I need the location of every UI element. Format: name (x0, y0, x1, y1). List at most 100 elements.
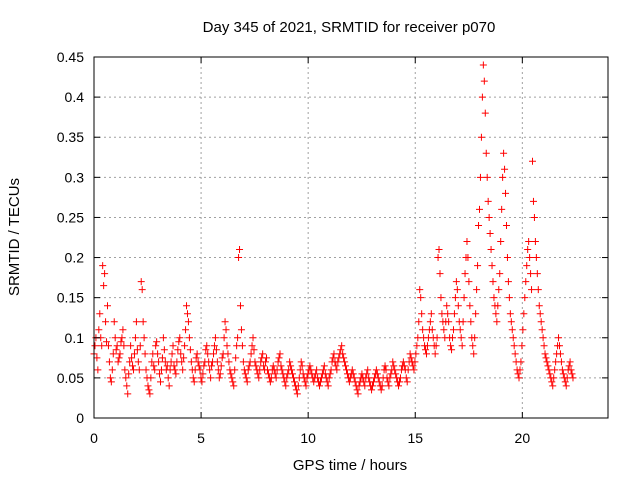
data-point (276, 350, 284, 358)
x-tick-label: 10 (300, 430, 316, 446)
data-point (496, 270, 504, 278)
data-point (115, 354, 123, 362)
data-point (297, 358, 305, 366)
data-point (186, 346, 194, 354)
data-point (509, 334, 517, 342)
data-point (529, 197, 537, 205)
data-point (183, 302, 191, 310)
data-point (449, 334, 457, 342)
data-point (236, 302, 244, 310)
data-point (232, 354, 240, 362)
data-point (466, 302, 474, 310)
data-point (450, 310, 458, 318)
data-point (144, 382, 152, 390)
data-point (492, 310, 500, 318)
data-point (266, 378, 274, 386)
data-point (110, 318, 118, 326)
data-point (340, 354, 348, 362)
data-point (148, 358, 156, 366)
data-point (122, 374, 130, 382)
data-point (334, 358, 342, 366)
data-point (510, 342, 518, 350)
data-point (427, 310, 435, 318)
data-point (131, 334, 139, 342)
data-point (434, 254, 442, 262)
data-point (301, 378, 309, 386)
data-point (476, 205, 483, 213)
data-point (448, 346, 456, 354)
data-point (416, 286, 424, 294)
data-point (130, 350, 138, 358)
data-point (103, 302, 111, 310)
data-point (557, 358, 565, 366)
data-point (259, 350, 267, 358)
data-point (111, 334, 119, 342)
data-point (121, 366, 129, 374)
data-point (163, 362, 171, 370)
data-point (254, 370, 262, 378)
data-point (419, 326, 427, 334)
data-point (481, 109, 489, 117)
data-point (152, 342, 160, 350)
data-point (433, 334, 441, 342)
data-point (294, 382, 302, 390)
data-point (287, 362, 295, 370)
data-point (165, 382, 173, 390)
data-point (323, 378, 331, 386)
data-point (249, 334, 257, 342)
data-point (155, 358, 163, 366)
data-point (263, 354, 271, 362)
data-point (260, 362, 268, 370)
data-point (454, 302, 462, 310)
data-point (316, 378, 324, 386)
data-point (333, 366, 341, 374)
data-point (95, 326, 103, 334)
data-point (104, 342, 112, 350)
data-point (234, 334, 242, 342)
data-point (160, 346, 168, 354)
data-point (390, 362, 398, 370)
data-point (339, 350, 347, 358)
data-point (223, 342, 231, 350)
data-point (474, 262, 482, 270)
data-point (271, 370, 279, 378)
data-point (142, 366, 150, 374)
data-point (485, 213, 493, 221)
data-point (422, 346, 430, 354)
data-point (412, 350, 420, 358)
data-point (453, 286, 461, 294)
data-point (522, 278, 530, 286)
data-point (354, 390, 362, 398)
data-point (210, 342, 218, 350)
data-point (566, 358, 574, 366)
data-point (480, 77, 488, 85)
data-point (364, 366, 372, 374)
data-point (106, 374, 114, 382)
data-point (410, 366, 418, 374)
data-point (281, 378, 289, 386)
data-point (119, 326, 127, 334)
data-point (140, 334, 148, 342)
chart-title: Day 345 of 2021, SRMTID for receiver p07… (203, 19, 496, 36)
data-point (400, 362, 408, 370)
data-point (168, 350, 176, 358)
data-point (324, 382, 332, 390)
data-point (128, 354, 136, 362)
data-point (316, 382, 324, 390)
data-point (91, 342, 99, 350)
y-tick-label: 0.2 (65, 250, 85, 266)
data-point (402, 374, 410, 382)
data-point (210, 350, 218, 358)
data-point (298, 362, 306, 370)
data-point (94, 366, 102, 374)
data-point (171, 366, 179, 374)
data-point (447, 342, 455, 350)
x-tick-label: 0 (90, 430, 98, 446)
data-point (269, 362, 277, 370)
data-point (541, 350, 549, 358)
data-point (120, 342, 128, 350)
data-point (569, 374, 577, 382)
data-point (543, 358, 551, 366)
data-point (108, 366, 116, 374)
data-point (525, 238, 533, 246)
